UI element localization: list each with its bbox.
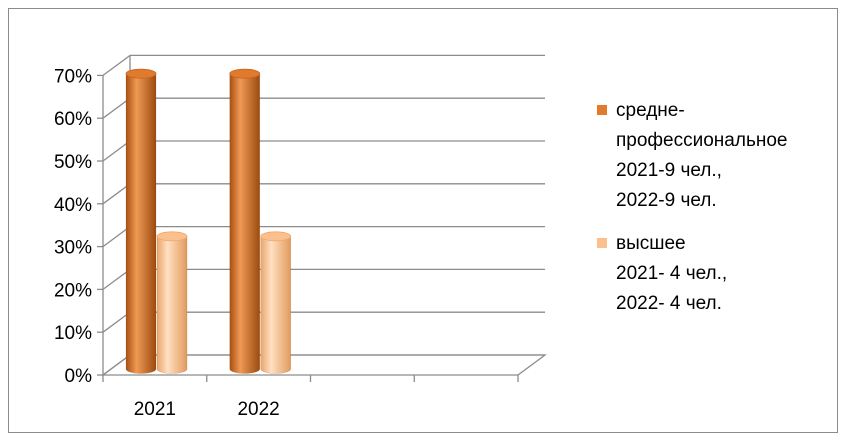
bar-body (125, 73, 157, 374)
y-tick-label: 40% (54, 195, 92, 216)
side-wall-line (102, 268, 131, 290)
side-wall-line (102, 183, 131, 205)
x-tick-label: 2022 (237, 399, 279, 420)
legend-label-line: 2022- 4 чел. (616, 293, 722, 314)
legend-label-line: 2021-9 чел., (616, 160, 722, 181)
bar (156, 231, 188, 374)
y-tick-label: 50% (54, 152, 92, 173)
bar-body (229, 73, 261, 374)
y-tick-label: 10% (54, 323, 92, 344)
bar-body (260, 236, 292, 374)
legend-label-line: 2021- 4 чел., (616, 263, 728, 284)
side-wall-line (102, 226, 131, 248)
bar-body (156, 236, 188, 374)
floor-plane (101, 354, 547, 376)
side-wall-line (102, 54, 131, 76)
y-tick-label: 0% (65, 366, 93, 387)
bar (260, 231, 292, 374)
side-wall-line (102, 311, 131, 333)
legend: средне-профессиональное 2021-9 чел., 2022-… (597, 96, 842, 319)
y-tick-label: 60% (54, 109, 92, 130)
bar-top (125, 68, 157, 79)
bar-top (229, 68, 261, 79)
legend-label-line: профессиональное (616, 130, 788, 151)
y-tick-label: 20% (54, 280, 92, 301)
bar-top (156, 231, 188, 242)
legend-swatch (597, 105, 607, 115)
x-tick-label: 2021 (134, 399, 176, 420)
side-wall-line (102, 97, 131, 119)
legend-entry: средне-профессиональное 2021-9 чел., 2022-… (597, 96, 842, 216)
y-tick-label: 30% (54, 238, 92, 259)
legend-label-line: средне- (616, 100, 685, 121)
legend-label-line: высшее (616, 233, 686, 254)
side-wall-line (102, 140, 131, 162)
y-tick-label: 70% (54, 66, 92, 87)
legend-entry: высшее 2021- 4 чел., 2022- 4 чел. (597, 229, 842, 319)
legend-swatch (597, 238, 607, 248)
bar-top (260, 231, 292, 242)
bar (229, 68, 261, 374)
bar (125, 68, 157, 374)
legend-label-line: 2022-9 чел. (616, 190, 717, 211)
